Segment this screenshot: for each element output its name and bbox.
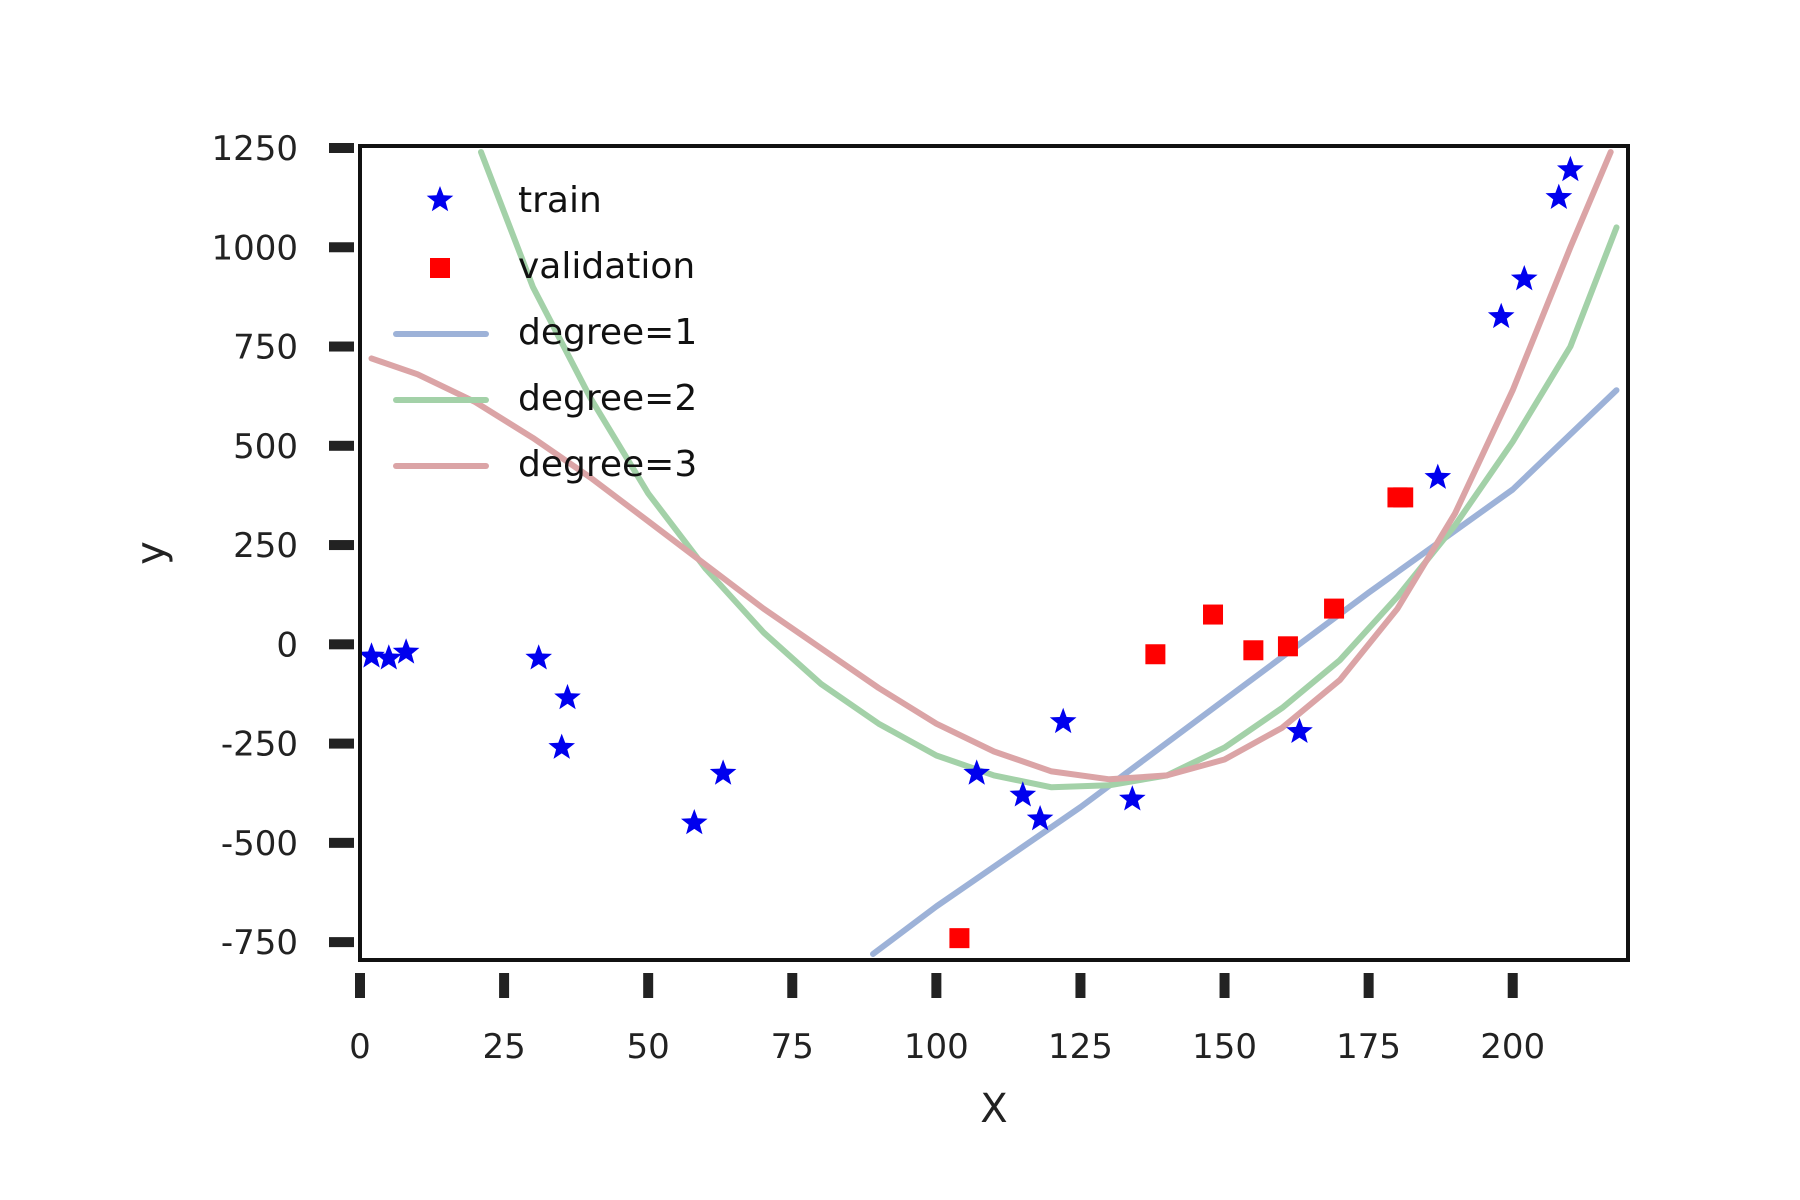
y-tick-label: 0 — [276, 625, 298, 665]
y-axis: 1250 1000 750 500 250 0 -250 -500 -750 — [211, 129, 354, 963]
x-tick-mark — [787, 973, 798, 998]
x-tick-label: 100 — [904, 1027, 969, 1067]
y-tick-label: 500 — [233, 427, 298, 467]
x-tick-mark — [643, 973, 654, 998]
x-tick-label: 0 — [349, 1027, 371, 1067]
legend-label: degree=2 — [518, 378, 697, 419]
train-point — [963, 759, 990, 785]
y-axis-label: y — [128, 541, 174, 565]
legend-item: degree=3 — [393, 444, 697, 485]
plot-frame — [358, 144, 1630, 962]
y-tick-label: 750 — [233, 328, 298, 368]
y-tick-label: -750 — [221, 923, 298, 963]
x-axis-label: X — [980, 1086, 1007, 1132]
train-point — [1510, 265, 1538, 291]
x-tick-mark — [1075, 973, 1086, 998]
x-tick-label: 50 — [627, 1027, 670, 1067]
y-tick-mark — [329, 738, 354, 749]
legend-label: validation — [518, 246, 695, 287]
validation-point — [1324, 598, 1345, 619]
train-point — [1424, 463, 1452, 489]
y-tick-mark — [329, 242, 354, 253]
train-point — [1049, 707, 1077, 734]
x-tick-mark — [1507, 973, 1518, 998]
train-point — [375, 644, 403, 670]
legend-item: degree=2 — [393, 378, 697, 419]
validation-point — [1243, 640, 1264, 661]
train-point — [554, 683, 581, 710]
legend: train validation degree=1 degree=2 degree=3 — [393, 180, 697, 485]
train-point — [1487, 302, 1515, 329]
legend-label: degree=1 — [518, 312, 697, 353]
data-points-group — [358, 155, 1584, 949]
y-tick-mark — [329, 639, 354, 650]
train-point — [681, 809, 708, 835]
x-tick-label: 25 — [482, 1027, 525, 1067]
train-point — [358, 642, 385, 668]
x-tick-label: 175 — [1336, 1027, 1401, 1067]
x-axis: 0 25 50 75 100 125 150 175 200 — [349, 973, 1545, 1067]
validation-point — [949, 928, 970, 949]
legend-item: degree=1 — [393, 312, 697, 353]
y-tick-label: 250 — [233, 526, 298, 566]
train-point — [525, 644, 552, 670]
y-tick-label: 1250 — [211, 129, 298, 169]
legend-label: train — [518, 180, 602, 221]
y-tick-mark — [329, 143, 354, 153]
validation-point — [1145, 644, 1166, 665]
x-tick-mark — [931, 973, 942, 998]
train-point — [548, 733, 575, 759]
y-tick-mark — [329, 937, 354, 948]
train-point — [1557, 155, 1584, 182]
train-point — [1026, 805, 1054, 831]
x-tick-mark — [1219, 973, 1230, 998]
x-tick-mark — [355, 973, 365, 998]
y-tick-label: 1000 — [211, 228, 298, 268]
train-point — [1545, 183, 1573, 209]
x-tick-label: 200 — [1480, 1027, 1545, 1067]
y-tick-label: -250 — [221, 725, 298, 765]
legend-item: validation — [430, 246, 695, 287]
train-point — [1286, 717, 1313, 743]
legend-item: train — [426, 180, 602, 221]
x-tick-mark — [499, 973, 510, 998]
y-tick-mark — [329, 540, 354, 551]
y-tick-mark — [329, 837, 354, 848]
x-tick-mark — [1363, 973, 1374, 998]
legend-star-marker — [426, 186, 454, 212]
train-point — [709, 759, 737, 785]
validation-point — [1277, 636, 1298, 657]
train-point — [1119, 785, 1146, 811]
train-point — [392, 638, 420, 664]
y-tick-mark — [329, 341, 354, 352]
x-tick-label: 75 — [771, 1027, 814, 1067]
series-line-degree-1 — [870, 387, 1620, 957]
fit-lines-group — [368, 149, 1620, 957]
x-tick-label: 125 — [1048, 1027, 1113, 1067]
y-tick-mark — [329, 440, 354, 451]
legend-square-marker — [430, 258, 450, 278]
train-point — [1009, 781, 1037, 807]
validation-point — [1203, 604, 1224, 625]
series-line-degree-3 — [368, 149, 1614, 783]
legend-label: degree=3 — [518, 444, 697, 485]
y-tick-label: -500 — [221, 824, 298, 864]
validation-point — [1393, 487, 1414, 508]
x-tick-label: 150 — [1192, 1027, 1257, 1067]
